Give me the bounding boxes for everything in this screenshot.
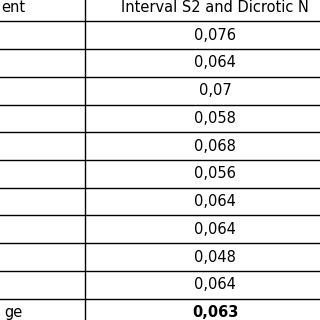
Text: ge: ge (4, 305, 23, 320)
Text: 0,048: 0,048 (194, 250, 236, 265)
Text: 0,064: 0,064 (194, 194, 236, 209)
Text: 0,058: 0,058 (194, 111, 236, 126)
Text: 0,056: 0,056 (194, 166, 236, 181)
Text: 0,076: 0,076 (194, 28, 236, 43)
Text: 0,064: 0,064 (194, 55, 236, 70)
Text: ent: ent (2, 0, 26, 15)
Text: 0,07: 0,07 (199, 83, 232, 98)
Text: 0,063: 0,063 (192, 305, 238, 320)
Text: 0,068: 0,068 (194, 139, 236, 154)
Text: 0,064: 0,064 (194, 222, 236, 237)
Text: Interval S2 and Dicrotic N: Interval S2 and Dicrotic N (121, 0, 309, 15)
Text: 0,064: 0,064 (194, 277, 236, 292)
